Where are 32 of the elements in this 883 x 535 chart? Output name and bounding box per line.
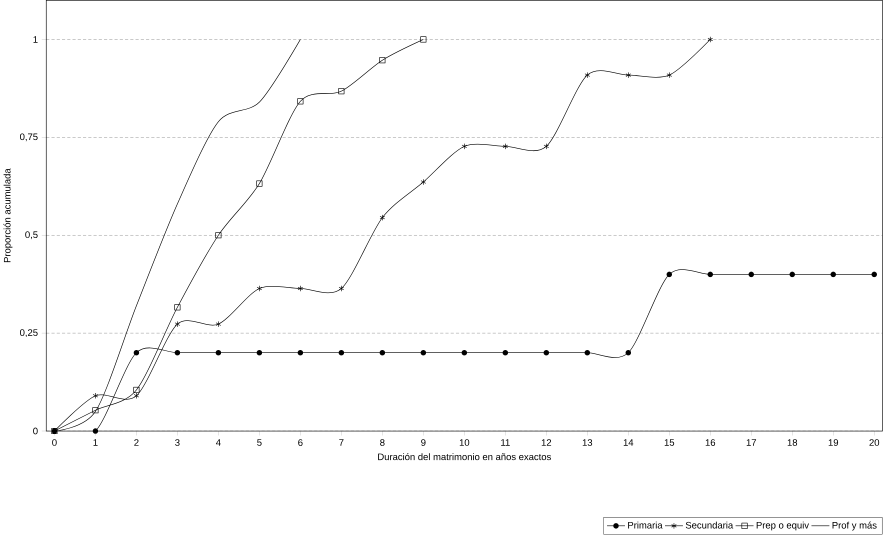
y-axis-title: Proporción acumulada — [3, 168, 12, 262]
x-tick-label: 4 — [216, 439, 221, 446]
legend-label: Prep o equiv — [756, 522, 809, 531]
x-tick-label: 14 — [624, 439, 634, 446]
x-tick-label: 8 — [380, 439, 385, 446]
y-tick-label: 1 — [34, 36, 38, 43]
x-tick-label: 20 — [869, 439, 880, 446]
legend-label: Prof y más — [832, 522, 877, 531]
x-tick-label: 0 — [52, 439, 57, 446]
x-tick-label: 18 — [788, 439, 798, 446]
y-tick-label: 0,25 — [20, 329, 38, 338]
x-tick-label: 3 — [175, 439, 180, 446]
x-tick-label: 19 — [828, 439, 838, 446]
x-tick-label: 13 — [582, 439, 592, 446]
y-tick-label: 0 — [33, 428, 38, 435]
legend-label: Primaria — [628, 522, 663, 529]
x-axis-title: Duración del matrimonio en años exactos — [378, 453, 551, 460]
x-tick-label: 10 — [460, 439, 470, 446]
x-tick-label: 5 — [257, 439, 262, 446]
x-tick-label: 9 — [421, 439, 426, 446]
x-tick-label: 7 — [339, 439, 344, 446]
x-tick-label: 6 — [298, 439, 303, 446]
x-tick-label: 15 — [664, 439, 674, 446]
x-tick-label: 12 — [542, 439, 552, 446]
y-tick-label: 0,75 — [20, 134, 38, 142]
y-tick-label: 0,5 — [25, 232, 38, 240]
x-tick-label: 17 — [746, 439, 756, 446]
x-tick-label: 1 — [94, 439, 98, 446]
x-tick-label: 16 — [706, 439, 716, 446]
x-tick-label: 11 — [501, 439, 510, 446]
legend-label: Secundaria — [686, 522, 734, 529]
x-tick-label: 2 — [134, 439, 139, 446]
